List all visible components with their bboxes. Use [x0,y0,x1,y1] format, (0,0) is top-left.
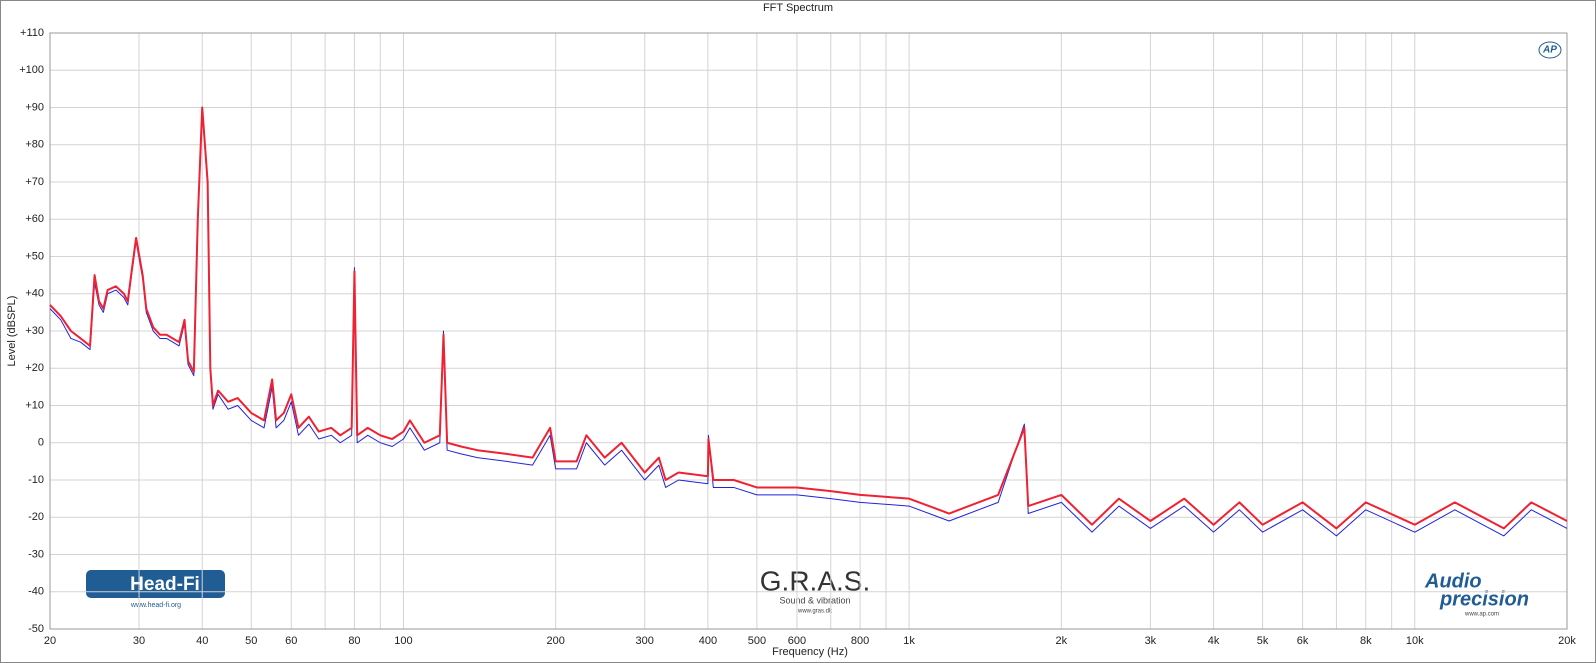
y-tick-label: -20 [28,511,44,523]
y-tick-label: +10 [25,399,44,411]
gras-sub: Sound & vibration [779,595,850,605]
y-tick-label: -30 [28,548,44,560]
x-tick-label: 10k [1406,635,1424,647]
x-tick-label: 5k [1257,635,1269,647]
ap-precision: precision [1439,588,1529,610]
x-tick-label: 50 [245,635,257,647]
headfi-text: Head-Fi [130,574,200,595]
y-axis-label: Level (dBSPL) [6,296,18,367]
y-tick-label: +90 [25,101,44,113]
ap-url: www.ap.com [1464,612,1499,618]
x-tick-label: 100 [394,635,412,647]
x-tick-label: 300 [636,635,654,647]
x-tick-label: 800 [851,635,869,647]
x-tick-label: 200 [546,635,564,647]
x-tick-label: 2k [1056,635,1068,647]
x-tick-label: 600 [788,635,806,647]
x-tick-label: 60 [285,635,297,647]
plot-border [49,32,1568,630]
y-tick-label: +50 [25,250,44,262]
gras-logo: G.R.A.S. Sound & vibration www.gras.dk [760,565,870,614]
y-tick-label: +60 [25,213,44,225]
y-tick-label: -40 [28,586,44,598]
x-tick-label: 20k [1558,635,1576,647]
chart-title: FFT Spectrum [763,2,833,14]
x-tick-label: 8k [1360,635,1372,647]
ap-audio: Audio [1424,570,1482,592]
ap-logo: Audio precision www.ap.com AP [1424,41,1562,618]
x-tick-label: 1k [903,635,915,647]
y-tick-label: +40 [25,288,44,300]
x-tick-label: 6k [1297,635,1309,647]
x-tick-label: 30 [133,635,145,647]
ap-badge-ring [1538,41,1562,59]
y-tick-label: 0 [38,437,44,449]
y-tick-label: -10 [28,474,44,486]
headfi-logo: Head-Fi www.head-fi.org [86,570,225,609]
headfi-url: www.head-fi.org [130,602,181,609]
y-tick-label: +30 [25,325,44,337]
x-tick-label: 400 [699,635,717,647]
gras-url: www.gras.dk [797,609,833,615]
x-tick-label: 500 [748,635,766,647]
x-tick-label: 4k [1208,635,1220,647]
y-tick-label: +100 [19,64,44,76]
y-tick-label: +20 [25,362,44,374]
headfi-badge [86,570,225,598]
y-tick-label: -50 [28,623,44,635]
series-line [49,106,1568,530]
x-tick-label: 40 [196,635,208,647]
gras-text: G.R.A.S. [760,565,870,596]
x-tick-label: 20 [44,635,56,647]
y-tick-label: +110 [20,27,44,39]
y-tick-label: +70 [25,176,44,188]
x-tick-label: 3k [1145,635,1157,647]
x-axis-label: Frequency (Hz) [772,646,848,658]
y-tick-label: +80 [25,139,44,151]
ap-badge: AP [1542,45,1557,56]
x-tick-label: 80 [348,635,360,647]
